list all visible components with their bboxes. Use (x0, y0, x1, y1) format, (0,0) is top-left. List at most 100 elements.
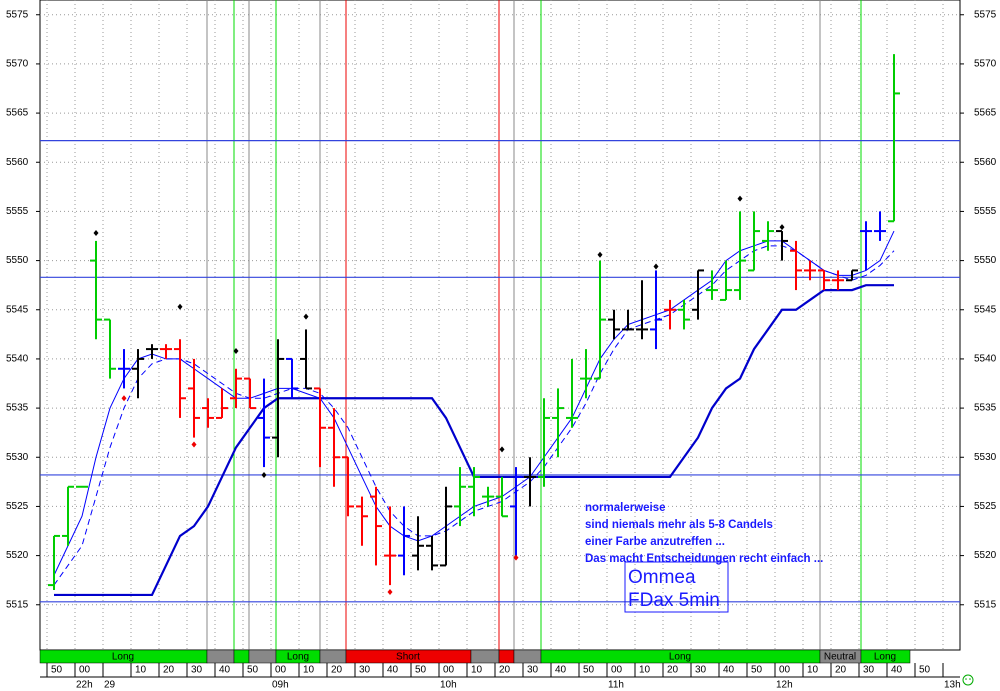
x-tick-label: 50 (51, 665, 63, 676)
signal-marker (597, 251, 603, 258)
y-tick-label-right: 5555 (974, 206, 997, 217)
x-tick-label: 10 (303, 665, 315, 676)
session-lines (206, 0, 862, 650)
x-tick-label: 20 (331, 665, 343, 676)
y-tick-label-right: 5550 (974, 255, 997, 266)
y-tick-label-right: 5570 (974, 59, 997, 70)
label-box-subtitle: FDax 5min (628, 590, 720, 611)
y-tick-label: 5535 (6, 403, 29, 414)
signal-marker (779, 224, 785, 231)
signal-marker (387, 588, 393, 595)
signal-marker (737, 195, 743, 202)
icon (965, 678, 967, 680)
x-tick-label: 30 (359, 665, 371, 676)
x-tick-label: 50 (919, 665, 931, 676)
y-tick-label: 5550 (6, 255, 29, 266)
icon (962, 674, 974, 686)
signal-marker (191, 441, 197, 448)
signal-segment (233, 649, 250, 664)
annotation-line: normalerweise (585, 502, 666, 514)
signal-marker (513, 554, 519, 561)
signal-marker (121, 395, 127, 402)
hour-label: 10h (440, 680, 457, 691)
signal-marker (653, 263, 659, 270)
y-tick-label-right: 5535 (974, 403, 997, 414)
y-tick-label: 5545 (6, 304, 29, 315)
y-tick-label: 5570 (6, 59, 29, 70)
x-tick-label: 10 (807, 665, 819, 676)
signal-segment (206, 649, 235, 664)
x-tick-label: 40 (723, 665, 735, 676)
y-tick-label: 5525 (6, 501, 29, 512)
signal-label: Long (669, 652, 691, 663)
signal-marker (499, 446, 505, 453)
y-tick-label-right: 5530 (974, 452, 997, 463)
y-tick-label: 5575 (6, 9, 29, 20)
signal-marker (93, 230, 99, 237)
x-tick-label: 00 (275, 665, 287, 676)
hour-label: 11h (608, 680, 624, 691)
x-tick-label: 30 (191, 665, 203, 676)
signal-marker (177, 303, 183, 310)
y-tick-label-right: 5545 (974, 304, 997, 315)
y-tick-label-right: 5540 (974, 354, 997, 365)
x-tick-label: 00 (79, 665, 91, 676)
y-tick-label: 5555 (6, 206, 29, 217)
annotation-line: Das macht Entscheidungen recht einfach .… (585, 553, 823, 565)
x-tick-label: 40 (219, 665, 231, 676)
signal-label: Neutral (824, 652, 856, 663)
signal-segment (513, 649, 542, 664)
hour-label: 22h (76, 680, 93, 691)
x-tick-label: 00 (611, 665, 623, 676)
plot (40, 54, 960, 603)
x-tick-label: 10 (471, 665, 483, 676)
signal-segment (470, 649, 500, 664)
x-tick-label: 20 (499, 665, 511, 676)
x-tick-label: 40 (555, 665, 567, 676)
grid (40, 0, 960, 650)
signal-label: Short (396, 652, 420, 663)
y-tick-label: 5530 (6, 452, 29, 463)
x-tick-label: 10 (639, 665, 651, 676)
signal-label: Long (287, 652, 309, 663)
x-tick-label: 30 (863, 665, 875, 676)
signal-marker (233, 348, 239, 355)
y-tick-label-right: 5565 (974, 108, 997, 119)
signal-label: Long (112, 652, 134, 663)
hour-label: 12h (776, 680, 793, 691)
signal-marker (303, 313, 309, 320)
signal-marker (261, 471, 267, 478)
label-box (624, 561, 729, 613)
x-tick-label: 50 (247, 665, 259, 676)
x-tick-label: 50 (751, 665, 763, 676)
y-tick-label: 5540 (6, 354, 29, 365)
y-tick-label-right: 5575 (974, 9, 997, 20)
x-tick-label: 40 (891, 665, 903, 676)
icon (969, 678, 971, 680)
y-tick-label: 5560 (6, 157, 29, 168)
signal-segment (319, 649, 347, 664)
y-tick-label-right: 5515 (974, 599, 997, 610)
signal-label: Long (874, 652, 896, 663)
x-tick-label: 30 (695, 665, 707, 676)
label-box-title: Ommea (628, 567, 696, 588)
plot-frame (39, 0, 961, 651)
hour-label: 09h (272, 680, 289, 691)
x-tick-label: 30 (527, 665, 539, 676)
x-tick-label: 20 (835, 665, 847, 676)
x-tick-label: 20 (163, 665, 175, 676)
annotation: normalerweise sind niemals mehr als 5-8 … (585, 502, 823, 613)
x-tick-label: 40 (387, 665, 399, 676)
y-tick-label-right: 5560 (974, 157, 997, 168)
x-tick-label: 00 (443, 665, 455, 676)
signal-segment (498, 649, 515, 664)
status-icon (962, 674, 974, 686)
annotation-line: sind niemals mehr als 5-8 Candels (585, 519, 773, 531)
x-tick-label: 50 (415, 665, 427, 676)
x-tick-label: 00 (779, 665, 791, 676)
hour-label: 29 (104, 680, 116, 691)
y-tick-label-right: 5525 (974, 501, 997, 512)
x-tick-label: 50 (583, 665, 595, 676)
x-tick-label: 20 (667, 665, 679, 676)
